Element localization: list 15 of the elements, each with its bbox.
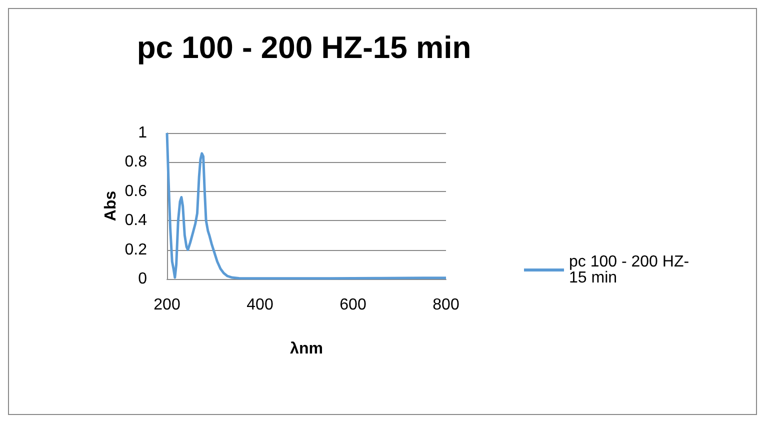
y-axis-title: Abs: [102, 190, 120, 222]
y-tick-label: 0: [138, 270, 148, 288]
x-tick-label: 800: [432, 296, 460, 314]
y-tick-label: 1: [138, 124, 148, 142]
x-tick-label: 200: [154, 296, 180, 314]
y-tick-label: 0.2: [124, 241, 148, 258]
y-tick-label: 0.4: [124, 212, 148, 230]
x-tick-label: 600: [340, 296, 366, 314]
x-tick-label: 400: [246, 296, 274, 314]
y-tick-label: 0.8: [124, 154, 148, 171]
line-series: [166, 132, 448, 280]
chart-title: pc 100 - 200 HZ-15 min: [136, 30, 472, 65]
y-tick-label: 0.6: [124, 182, 148, 200]
legend-label: pc 100 - 200 HZ- 15 min: [569, 254, 690, 286]
x-axis-title: λnm: [290, 340, 323, 358]
